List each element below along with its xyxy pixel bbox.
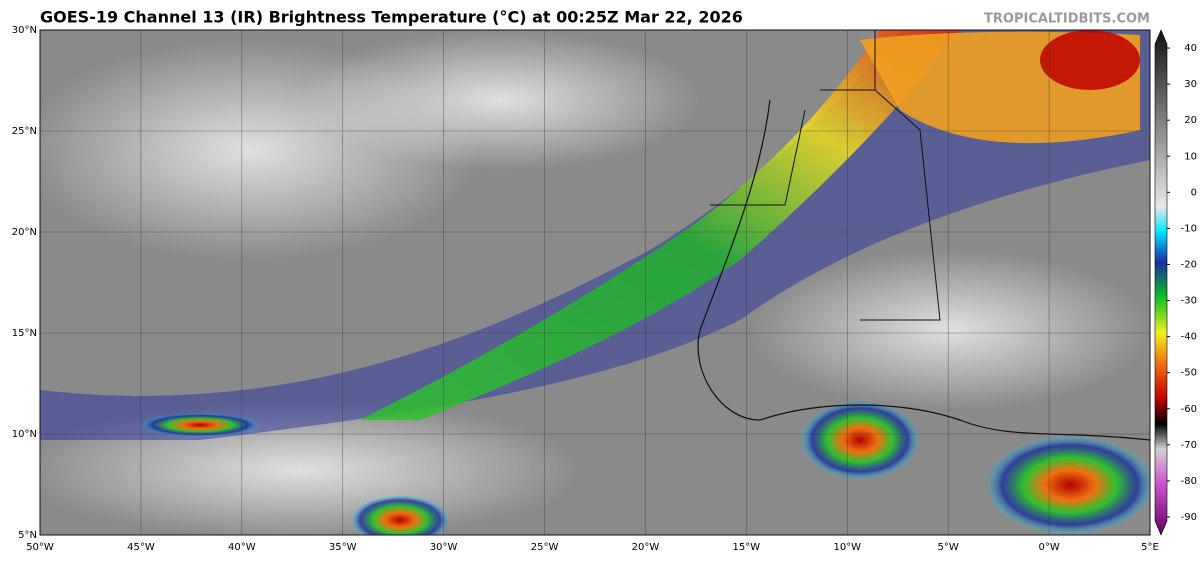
satellite-image [40, 30, 1150, 535]
lon-label: 10°W [833, 542, 861, 553]
lat-label: 30°N [12, 25, 37, 36]
lat-label: 10°N [12, 429, 37, 440]
lat-label: 5°N [18, 530, 37, 541]
colorbar-label: -30 [1181, 296, 1197, 307]
colorbar-label: 10 [1184, 151, 1197, 162]
lat-label: 15°N [12, 328, 37, 339]
colorbar-label: -20 [1181, 259, 1197, 270]
colorbar-label: -90 [1181, 512, 1197, 523]
colorbar-label: 40 [1184, 43, 1197, 54]
lon-label: 25°W [531, 542, 559, 553]
colorbar-label: -70 [1181, 440, 1197, 451]
lon-label: 50°W [26, 542, 54, 553]
colorbar-label: 20 [1184, 115, 1197, 126]
colorbar-label: -40 [1181, 332, 1197, 343]
colorbar-label: -60 [1181, 404, 1197, 415]
lon-label: 20°W [632, 542, 660, 553]
colorbar-label: 0 [1191, 187, 1197, 198]
lon-label: 5°E [1141, 542, 1159, 553]
lon-label: 15°W [733, 542, 761, 553]
colorbar-label: 30 [1184, 79, 1197, 90]
lon-label: 45°W [127, 542, 155, 553]
colorbar-label: -50 [1181, 368, 1197, 379]
colorbar-label: -80 [1181, 476, 1197, 487]
title: GOES-19 Channel 13 (IR) Brightness Tempe… [40, 8, 743, 27]
lon-label: 35°W [329, 542, 357, 553]
lon-label: 0°W [1038, 542, 1059, 553]
colorbar [1154, 29, 1168, 536]
lon-label: 30°W [430, 542, 458, 553]
lat-label: 20°N [12, 227, 37, 238]
lon-label: 5°W [938, 542, 959, 553]
lon-label: 40°W [228, 542, 256, 553]
watermark: TROPICALTIDBITS.COM [984, 12, 1150, 27]
colorbar-label: -10 [1181, 223, 1197, 234]
lat-label: 25°N [12, 126, 37, 137]
